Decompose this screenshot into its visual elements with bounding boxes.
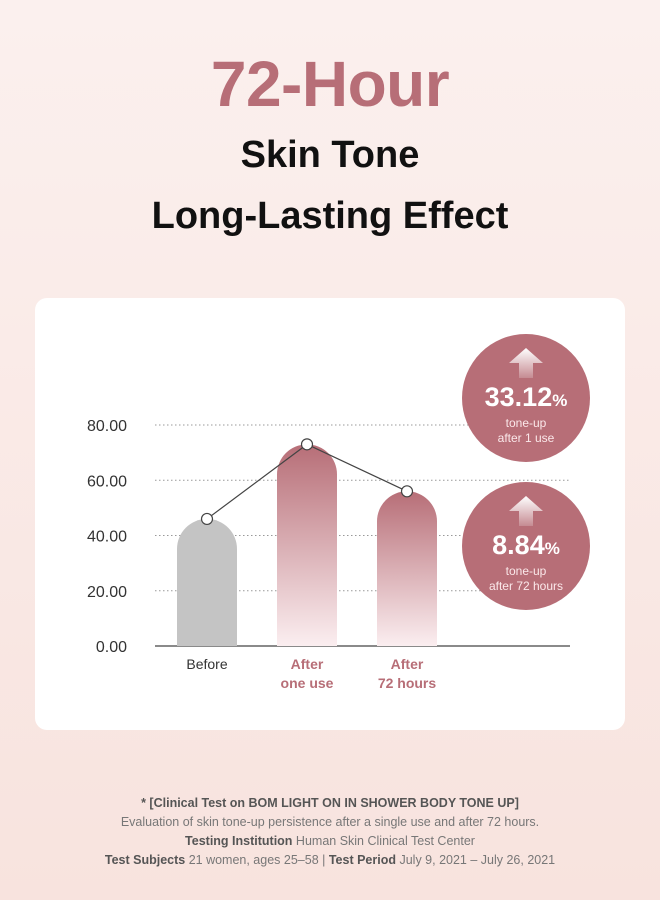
badge-after-72-hours: 8.84% tone-up after 72 hours (462, 482, 590, 610)
badge-value: 33.12% (484, 382, 568, 412)
y-tick-label: 60.00 (87, 473, 127, 490)
data-point (200, 512, 214, 526)
tone-chart: 80.00 60.00 40.00 20.00 0.00 Before After one u… (87, 418, 570, 691)
y-tick-label: 80.00 (87, 418, 127, 435)
bar (377, 491, 437, 646)
arrow-up-icon (509, 348, 543, 378)
data-point (300, 438, 314, 451)
badge-caption: after 72 hours (488, 579, 564, 593)
badge-caption: tone-up (505, 416, 547, 430)
x-tick-label: one use (281, 675, 334, 691)
footnote-title: * [Clinical Test on BOM LIGHT ON IN SHOW… (141, 796, 519, 810)
x-tick-label: After (391, 656, 424, 672)
y-tick-label: 0.00 (96, 639, 127, 656)
footnote-description: Evaluation of skin tone-up persistence a… (120, 815, 540, 829)
bar (177, 518, 237, 646)
badge-caption: after 1 use (497, 431, 555, 445)
arrow-up-icon (509, 496, 543, 526)
x-tick-label: Before (186, 656, 227, 672)
x-tick-label: After (291, 656, 324, 672)
footnote-institution: Testing Institution Human Skin Clinical … (185, 834, 475, 848)
badge-caption: tone-up (505, 564, 547, 578)
y-tick-label: 40.00 (87, 529, 127, 546)
footnote-subjects-period: Test Subjects 21 women, ages 25–58 | Tes… (104, 853, 556, 867)
y-tick-label: 20.00 (87, 584, 127, 601)
data-point (400, 485, 414, 498)
headline-accent: 72-Hour (210, 48, 450, 120)
badge-value: 8.84% (492, 530, 560, 560)
x-tick-label: 72 hours (378, 675, 437, 691)
headline-line-2: Long-Lasting Effect (151, 195, 509, 237)
headline-line-1: Skin Tone (240, 134, 420, 176)
chart-card: 80.00 60.00 40.00 20.00 0.00 Before After one u… (35, 298, 625, 730)
bar (277, 444, 337, 646)
badge-after-one-use: 33.12% tone-up after 1 use (462, 334, 590, 462)
